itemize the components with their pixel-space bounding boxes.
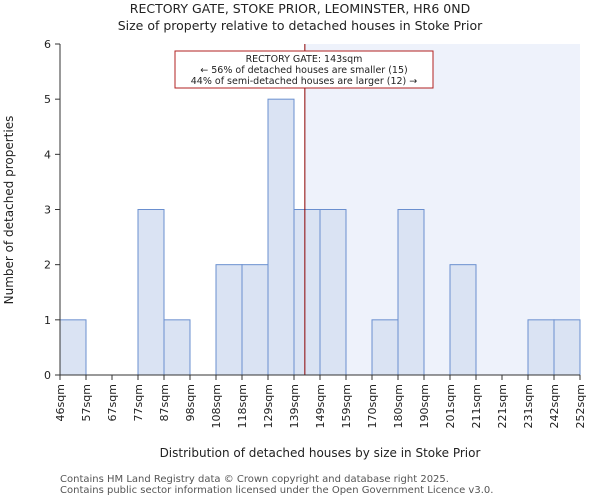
- histogram-bar: [241, 264, 269, 376]
- chart-subtitle: Size of property relative to detached ho…: [118, 18, 483, 33]
- annotation-line-1: RECTORY GATE: 143sqm: [246, 54, 363, 65]
- histogram-bar: [267, 98, 295, 376]
- histogram-bar: [527, 319, 555, 376]
- histogram-bar: [137, 209, 165, 376]
- annotation-box: [174, 50, 434, 89]
- histogram-bar: [449, 264, 477, 376]
- x-tick-label: 231sqm: [522, 384, 535, 428]
- x-tick-label: 252sqm: [574, 384, 587, 428]
- x-tick-label: 108sqm: [210, 384, 223, 428]
- x-tick-label: 190sqm: [418, 384, 431, 428]
- histogram-bar: [163, 319, 191, 376]
- x-tick-label: 201sqm: [444, 384, 457, 428]
- plot-area: 0 1 2 3 4 5 6 46sqm 57sqm 67sqm 77sqm 87sqm 98sqm 108…: [44, 38, 587, 428]
- footer-line-1: Contains HM Land Registry data © Crown c…: [60, 474, 449, 485]
- histogram-bar: [397, 209, 425, 376]
- footer-line-2: Contains public sector information licen…: [60, 485, 494, 496]
- y-tick-label: 0: [44, 369, 51, 382]
- chart-title: RECTORY GATE, STOKE PRIOR, LEOMINSTER, H…: [130, 1, 470, 16]
- x-tick-label: 87sqm: [158, 384, 171, 421]
- x-tick-label: 46sqm: [54, 384, 67, 421]
- histogram-bar: [293, 209, 321, 376]
- histogram-bar: [553, 319, 581, 376]
- histogram-bar: [319, 209, 347, 376]
- y-tick-label: 2: [44, 259, 51, 272]
- y-tick-label: 1: [44, 314, 51, 327]
- x-tick-label: 77sqm: [132, 384, 145, 421]
- y-tick-label: 4: [44, 148, 51, 161]
- histogram-bar: [59, 319, 87, 376]
- x-tick-label: 149sqm: [314, 384, 327, 428]
- x-tick-label: 170sqm: [366, 384, 379, 428]
- x-tick-label: 67sqm: [106, 384, 119, 421]
- x-tick-label: 242sqm: [548, 384, 561, 428]
- histogram-bar: [215, 264, 243, 376]
- x-tick-label: 139sqm: [288, 384, 301, 428]
- x-tick-label: 159sqm: [340, 384, 353, 428]
- x-tick-label: 211sqm: [470, 384, 483, 428]
- x-tick-label: 57sqm: [80, 384, 93, 421]
- annotation-line-3: 44% of semi-detached houses are larger (…: [191, 76, 418, 87]
- y-axis-label: Number of detached properties: [2, 116, 16, 305]
- x-tick-label: 221sqm: [496, 384, 509, 428]
- annotation-line-2: ← 56% of detached houses are smaller (15…: [200, 65, 407, 76]
- y-tick-label: 6: [44, 38, 51, 51]
- x-tick-label: 129sqm: [262, 384, 275, 428]
- x-tick-label: 180sqm: [392, 384, 405, 428]
- histogram-bar: [371, 319, 399, 376]
- y-tick-label: 5: [44, 93, 51, 106]
- x-tick-label: 118sqm: [236, 384, 249, 428]
- x-tick-label: 98sqm: [184, 384, 197, 421]
- x-axis-label: Distribution of detached houses by size …: [160, 446, 481, 460]
- y-tick-label: 3: [44, 204, 51, 217]
